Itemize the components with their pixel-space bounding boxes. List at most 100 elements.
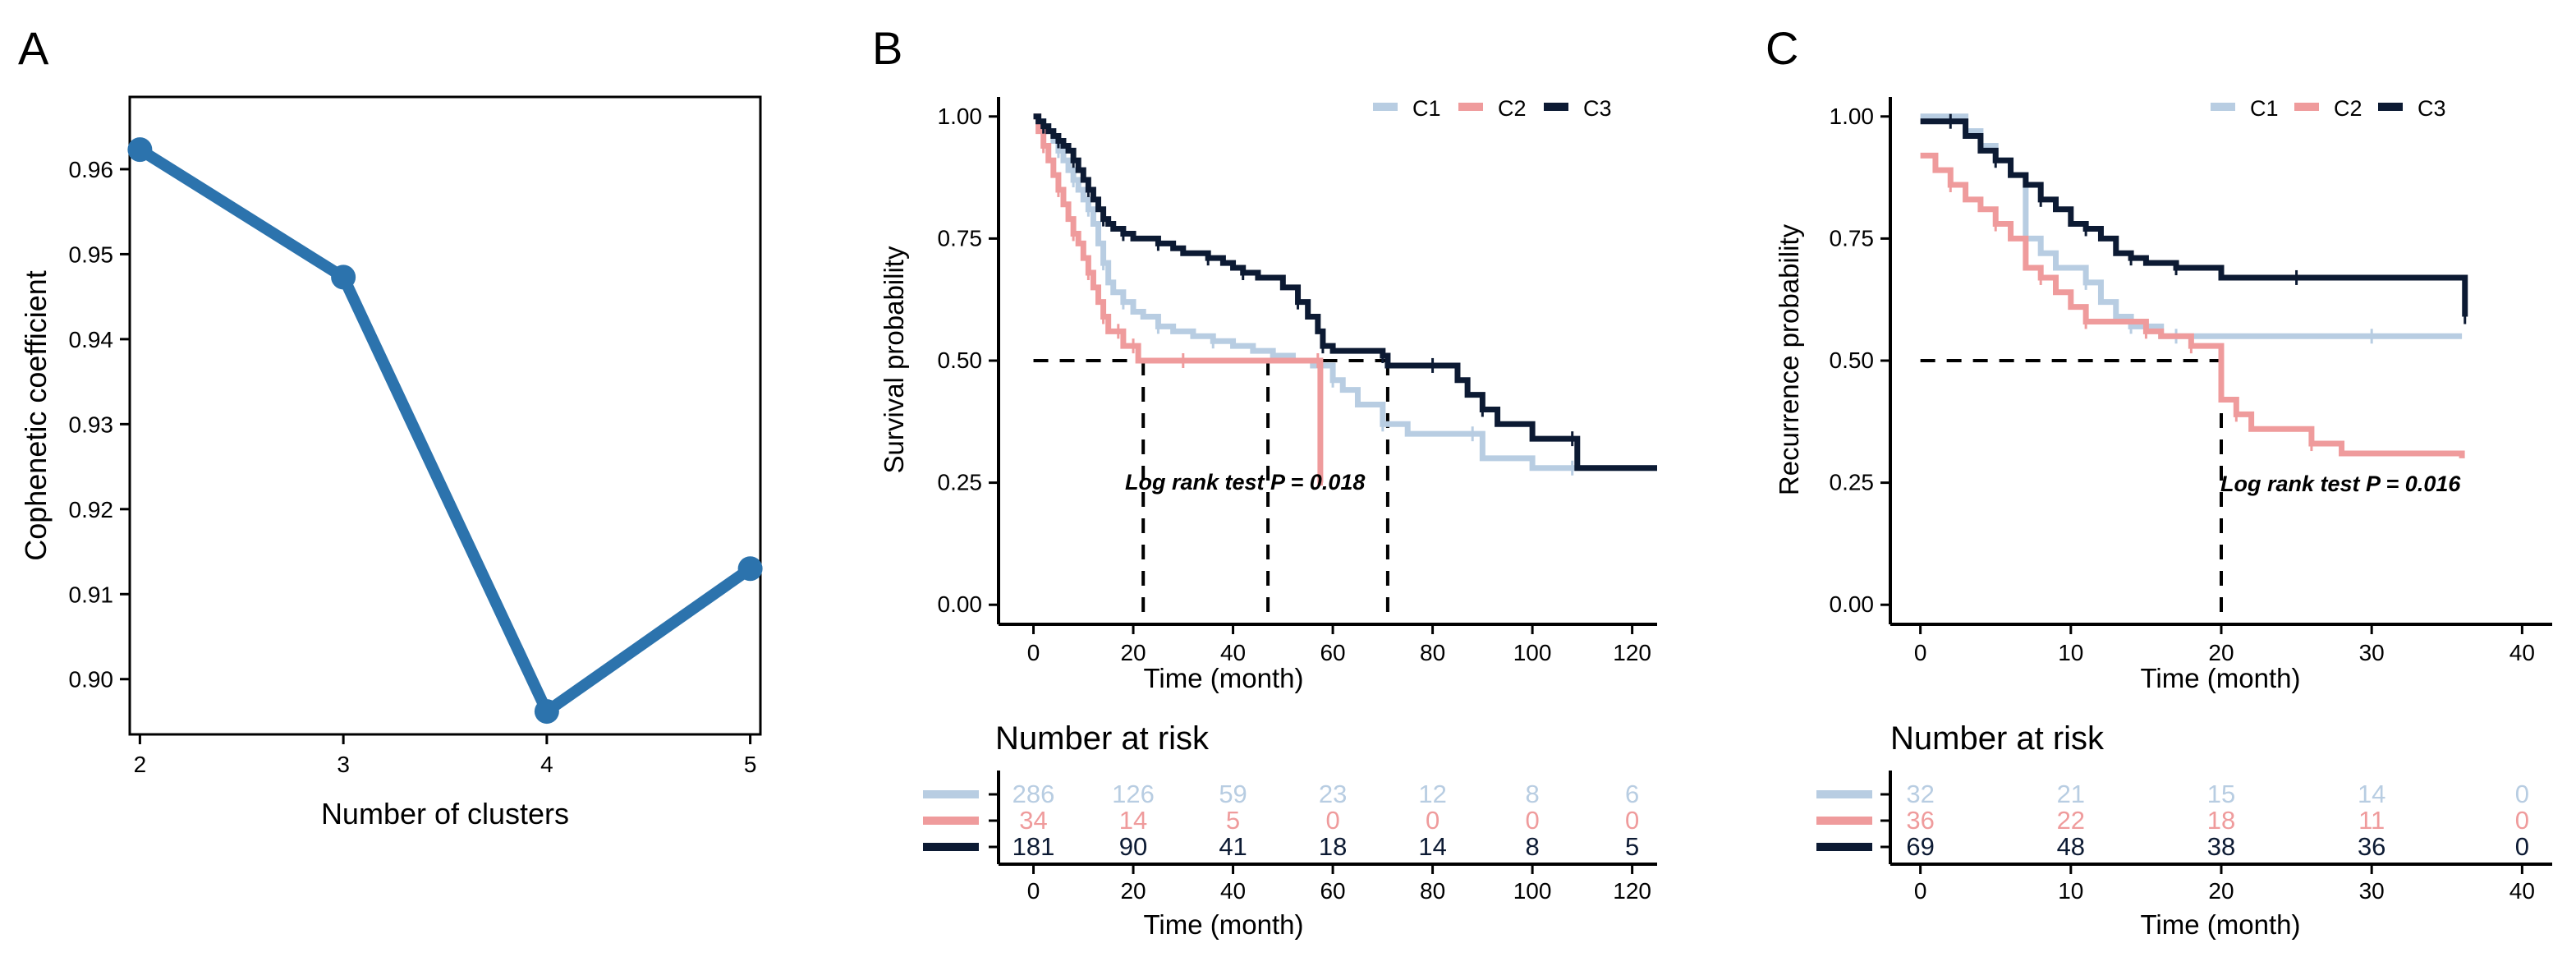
y-tick-label: 0.25	[938, 470, 983, 495]
x-tick-label: 20	[2208, 640, 2234, 665]
risk-count-c1: 59	[1219, 780, 1247, 808]
risk-count-c2: 34	[1019, 806, 1047, 835]
legend-c3-label: C3	[1583, 96, 1612, 121]
x-tick-label: 80	[1420, 640, 1445, 665]
panel-b-legend: C1 C2 C3	[1373, 96, 1612, 121]
panel-a-frame	[128, 95, 762, 736]
risk-count-c3: 36	[2358, 832, 2385, 861]
risk-x-tick-label: 100	[1513, 878, 1552, 904]
panel-a-y-tick-label: 0.93	[69, 412, 114, 437]
risk-count-c2: 36	[1906, 806, 1934, 835]
risk-x-tick-label: 40	[1220, 878, 1246, 904]
x-tick-label: 0	[1914, 640, 1927, 665]
risk-count-c3: 181	[1012, 832, 1055, 861]
panel-a-y-tick-label: 0.96	[69, 157, 114, 182]
legend-c1-label: C1	[2250, 96, 2279, 121]
panel-a-data-point	[534, 699, 559, 725]
panel-a-chart: 0.90 0.91 0.92 0.93 0.94 0.95 0.96 2 3 4 5 Number …	[19, 95, 763, 830]
legend-c2-label: C2	[2334, 96, 2362, 121]
risk-x-tick-label: 120	[1613, 878, 1651, 904]
panel-a-x-axis-label: Number of clusters	[321, 797, 569, 830]
x-tick-label: 20	[1120, 640, 1146, 665]
x-tick-label: 40	[1220, 640, 1246, 665]
risk-x-tick-label: 10	[2058, 878, 2083, 904]
panel-a-data-point	[127, 137, 153, 163]
risk-count-c2: 0	[2515, 806, 2529, 835]
panel-label-c: C	[1766, 22, 1798, 74]
risk-x-tick-label: 20	[2208, 878, 2234, 904]
panel-a-x-tick-label: 2	[134, 752, 147, 777]
panel-b-logrank-annotation: Log rank test P = 0.018	[1125, 470, 1365, 495]
panel-c-x-axis-label: Time (month)	[2141, 663, 2301, 693]
km-curve-c2	[1920, 152, 2465, 458]
risk-count-c3: 69	[1906, 832, 1934, 861]
y-tick-label: 0.50	[1830, 347, 1875, 373]
legend-c3-label: C3	[2418, 96, 2446, 121]
y-tick-label: 0.00	[1830, 591, 1875, 617]
risk-x-tick-label: 0	[1027, 878, 1040, 904]
panel-a-series-line	[136, 145, 754, 718]
panel-c-logrank-annotation: Log rank test P = 0.016	[2220, 472, 2461, 496]
risk-count-c2: 22	[2057, 806, 2085, 835]
km-curve-c1	[1033, 113, 1657, 472]
risk-count-c3: 48	[2057, 832, 2085, 861]
y-tick-label: 0.75	[938, 225, 983, 251]
panel-a-data-point	[331, 265, 356, 290]
risk-count-c2: 0	[1625, 806, 1639, 835]
panel-a-y-tick-label: 0.91	[69, 582, 114, 607]
risk-count-c3: 0	[2515, 832, 2529, 861]
risk-count-c1: 15	[2207, 780, 2235, 808]
risk-count-c2: 5	[1226, 806, 1240, 835]
km-curve-c3	[1920, 118, 2468, 317]
risk-count-c1: 12	[1418, 780, 1446, 808]
risk-count-c2: 0	[1325, 806, 1339, 835]
risk-count-c1: 126	[1112, 780, 1155, 808]
panel-c-legend: C1 C2 C3	[2211, 96, 2446, 121]
x-tick-label: 40	[2509, 640, 2535, 665]
risk-count-c3: 38	[2207, 832, 2235, 861]
risk-count-c1: 0	[2515, 780, 2529, 808]
panel-a-x-tick-label: 4	[540, 752, 553, 777]
risk-x-tick-label: 40	[2509, 878, 2535, 904]
risk-count-c3: 41	[1219, 832, 1247, 861]
risk-count-c2: 0	[1525, 806, 1539, 835]
panel-a-y-tick-label: 0.92	[69, 497, 114, 522]
y-tick-label: 1.00	[938, 104, 983, 129]
risk-x-tick-label: 20	[1120, 878, 1146, 904]
x-tick-label: 100	[1513, 640, 1552, 665]
risk-count-c1: 32	[1906, 780, 1934, 808]
panel-a-y-tick-label: 0.94	[69, 327, 114, 352]
panel-a-x-tick-label: 3	[337, 752, 350, 777]
panel-c-chart: 0.00 0.25 0.50 0.75 1.00 0 10 20 30 40 C1 C2 C3 L…	[1774, 96, 2552, 940]
panel-label-a: A	[18, 22, 49, 74]
panel-a-data-point	[737, 556, 763, 582]
risk-x-tick-label: 60	[1320, 878, 1345, 904]
y-tick-label: 1.00	[1830, 104, 1875, 129]
km-curve-c2	[1033, 113, 1324, 486]
panel-b-risk-x-axis-label: Time (month)	[1144, 909, 1304, 940]
legend-c1-label: C1	[1412, 96, 1441, 121]
panel-a-x-tick-label: 5	[744, 752, 757, 777]
panel-c-risk-title: Number at risk	[1890, 720, 2105, 757]
legend-c2-label: C2	[1498, 96, 1527, 121]
panel-label-b: B	[872, 22, 902, 74]
risk-count-c3: 5	[1625, 832, 1639, 861]
y-tick-label: 0.25	[1830, 470, 1875, 495]
panel-b-risk-title: Number at risk	[995, 720, 1210, 757]
risk-count-c1: 21	[2057, 780, 2085, 808]
panel-c-y-axis-label: Recurrence probability	[1774, 223, 1804, 495]
x-tick-label: 10	[2058, 640, 2083, 665]
risk-count-c3: 14	[1418, 832, 1446, 861]
risk-count-c3: 90	[1119, 832, 1147, 861]
risk-x-tick-label: 30	[2359, 878, 2385, 904]
x-tick-label: 120	[1613, 640, 1651, 665]
panel-b-y-axis-label: Survival probability	[879, 246, 909, 473]
km-curve-c3	[1033, 113, 1657, 472]
risk-count-c1: 8	[1525, 780, 1539, 808]
risk-count-c1: 286	[1012, 780, 1055, 808]
panel-a-y-tick-label: 0.95	[69, 242, 114, 267]
panel-b-chart: 0.000.250.500.751.000 20 40 60 80 100 120 C1 C…	[879, 96, 1657, 940]
y-tick-label: 0.00	[938, 591, 983, 617]
risk-count-c1: 14	[2358, 780, 2385, 808]
